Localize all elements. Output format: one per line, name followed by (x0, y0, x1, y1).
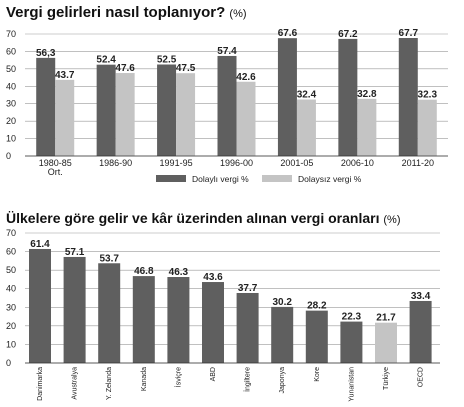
bar-dolayli (217, 55, 237, 156)
bar-dolaysiz (176, 73, 196, 156)
y-tick-label: 40 (6, 284, 16, 294)
data-label: 28.2 (307, 301, 327, 312)
legend-label: Dolaylı vergi % (192, 174, 249, 184)
bar-dolayli (398, 38, 418, 156)
data-label: 32.8 (357, 89, 377, 100)
x-tick-label: Ort. (48, 167, 63, 177)
data-label: 43.7 (55, 70, 75, 81)
data-label: 42.6 (236, 72, 256, 83)
x-tick-label: 1980-85 (39, 158, 72, 168)
y-tick-label: 50 (6, 265, 16, 275)
bar (305, 310, 328, 363)
bar (340, 321, 363, 363)
bar (236, 292, 259, 363)
x-tick-label: Avustralya (72, 367, 79, 400)
data-label: 46.8 (134, 266, 154, 277)
y-tick-label: 30 (6, 302, 16, 312)
bar (29, 248, 51, 363)
x-tick-label: İngiltere (243, 367, 252, 392)
x-tick-label: 2006-10 (341, 158, 374, 168)
data-label: 67.7 (399, 28, 419, 39)
data-label: 67.6 (278, 28, 298, 39)
y-tick-label: 70 (6, 228, 16, 238)
data-label: 37.7 (238, 283, 258, 294)
bar (167, 277, 190, 363)
y-tick-label: 0 (6, 151, 11, 161)
x-tick-label: ABD (210, 367, 217, 381)
bar (98, 263, 121, 363)
data-label: 57.1 (65, 247, 85, 258)
data-label: 47.6 (115, 63, 135, 74)
x-tick-label: Kanada (141, 367, 148, 391)
y-tick-label: 10 (6, 339, 16, 349)
data-label: 57.4 (217, 46, 237, 57)
bar (132, 276, 155, 363)
data-label: 30.2 (272, 297, 292, 308)
x-tick-label: 2011-20 (402, 158, 434, 168)
bar-dolaysiz (296, 99, 316, 156)
bar-dolaysiz (357, 98, 377, 156)
x-tick-label: OECD (418, 367, 425, 387)
x-tick-label: İsviçre (173, 367, 182, 387)
data-label: 32.4 (297, 90, 317, 101)
x-tick-label: Japonya (279, 367, 286, 394)
x-tick-label: Y. Zelanda (106, 367, 113, 400)
x-tick-label: 2001-05 (280, 158, 313, 168)
y-tick-label: 70 (6, 29, 16, 39)
chart2-title: Ülkelere göre gelir ve kâr üzerinden alı… (6, 210, 401, 226)
bar-dolayli (96, 64, 116, 156)
x-tick-label: Danimarka (37, 367, 44, 401)
data-label: 53.7 (99, 253, 119, 264)
data-label: 52.4 (96, 55, 116, 66)
x-tick-label: Kore (314, 367, 321, 382)
bar (375, 322, 397, 363)
bar-dolayli (338, 38, 358, 156)
data-label: 33.4 (411, 291, 431, 302)
x-tick-label: 1986-90 (99, 158, 132, 168)
bar-dolaysiz (417, 99, 437, 156)
bar (271, 306, 294, 363)
data-label: 46.3 (169, 267, 189, 278)
x-tick-label: 1991-95 (160, 158, 193, 168)
y-tick-label: 20 (6, 321, 16, 331)
data-label: 22.3 (342, 312, 362, 323)
y-tick-label: 20 (6, 116, 16, 126)
data-label: 43.6 (203, 272, 223, 283)
y-tick-label: 50 (6, 64, 16, 74)
x-tick-label: Türkiye (383, 367, 390, 390)
y-tick-label: 10 (6, 134, 16, 144)
y-tick-label: 60 (6, 46, 16, 56)
y-tick-label: 30 (6, 99, 16, 109)
data-label: 32.3 (418, 90, 438, 101)
x-tick-label: Yunanistan (348, 367, 355, 402)
chart1-svg: 01020304050607056,343.71980-85Ort.52.447… (6, 28, 448, 184)
bar (63, 256, 86, 363)
bar (409, 300, 432, 363)
legend-swatch (156, 175, 186, 182)
data-label: 56,3 (36, 48, 56, 59)
bar-dolaysiz (55, 79, 75, 156)
bar (202, 282, 224, 363)
data-label: 21.7 (376, 313, 396, 324)
x-tick-label: 1996-00 (220, 158, 253, 168)
bar-dolayli (157, 64, 177, 156)
bar-dolaysiz (236, 81, 256, 156)
legend-label: Dolaysız vergi % (298, 174, 362, 184)
bar-dolaysiz (115, 73, 135, 156)
data-label: 61.4 (30, 239, 50, 250)
legend-swatch (262, 175, 292, 182)
y-tick-label: 0 (6, 358, 11, 368)
data-label: 47.5 (176, 63, 196, 74)
bar-dolayli (36, 57, 56, 156)
chart1-title: Vergi gelirleri nasıl toplanıyor? (%) (6, 4, 247, 21)
y-tick-label: 40 (6, 81, 16, 91)
data-label: 52.5 (157, 55, 177, 66)
y-tick-label: 60 (6, 247, 16, 257)
bar-dolayli (277, 38, 297, 156)
data-label: 67.2 (338, 29, 358, 40)
